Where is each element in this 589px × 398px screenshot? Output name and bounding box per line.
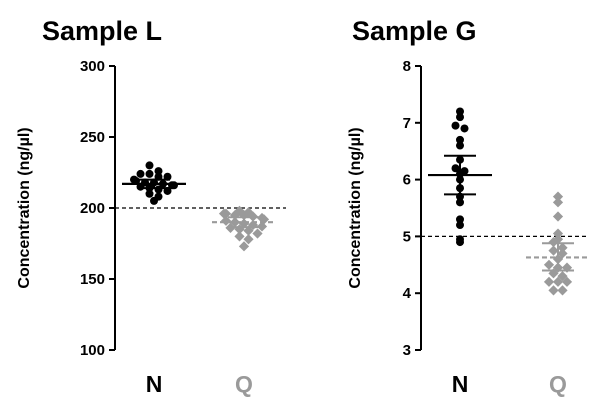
data-point <box>456 113 464 122</box>
series-n-sample-g <box>428 107 492 247</box>
data-point <box>451 164 460 173</box>
data-point <box>557 285 568 296</box>
data-point <box>552 197 564 208</box>
y-axis-ticks-sample-g: 3 4 5 6 7 8 <box>403 58 421 359</box>
y-tick-label-300: 300 <box>80 58 105 75</box>
category-label-n-sample-l: N <box>146 371 163 397</box>
data-point <box>252 228 263 239</box>
y-tick-label-8: 8 <box>403 58 411 75</box>
y-axis-label-sample-l: Concentration (ng/µl) <box>16 127 33 288</box>
y-tick-label-6: 6 <box>403 172 411 189</box>
data-point <box>150 196 158 205</box>
category-label-n-sample-g: N <box>452 371 469 397</box>
data-point <box>451 121 460 130</box>
data-point <box>548 285 559 296</box>
data-point <box>234 231 245 242</box>
y-tick-label-5: 5 <box>403 228 411 245</box>
data-point <box>543 259 555 270</box>
data-point <box>552 276 564 287</box>
data-point <box>220 215 232 226</box>
data-point <box>170 181 178 190</box>
plot-area-sample-l <box>115 161 286 252</box>
category-label-q-sample-g: Q <box>549 371 567 397</box>
data-point <box>456 198 464 207</box>
data-point <box>136 169 145 178</box>
data-point <box>456 238 464 247</box>
plot-area-sample-g <box>421 107 589 296</box>
data-point <box>243 225 254 236</box>
data-point <box>154 167 163 176</box>
data-point <box>145 169 154 178</box>
data-point <box>552 211 564 222</box>
data-point <box>456 215 464 224</box>
data-point <box>543 276 555 287</box>
series-n-sample-l <box>122 161 186 205</box>
data-point <box>456 107 464 116</box>
y-axis-label-sample-g: Concentration (ng/µl) <box>347 127 364 288</box>
data-point <box>154 185 163 194</box>
y-tick-label-100: 100 <box>80 342 105 359</box>
data-point <box>456 221 464 230</box>
y-tick-label-7: 7 <box>403 115 411 132</box>
category-label-q-sample-l: Q <box>235 371 253 397</box>
y-tick-label-250: 250 <box>80 129 105 146</box>
series-q-sample-l <box>212 205 276 252</box>
data-point <box>145 189 154 198</box>
data-point <box>243 234 254 245</box>
panel-title-sample-l: Sample L <box>42 16 162 46</box>
data-point <box>456 141 464 150</box>
data-point <box>145 161 154 170</box>
panel-title-sample-g: Sample G <box>352 16 477 46</box>
data-point <box>456 135 464 144</box>
data-point <box>561 276 573 287</box>
y-tick-label-150: 150 <box>80 271 105 288</box>
y-tick-label-3: 3 <box>403 342 411 359</box>
y-tick-label-200: 200 <box>80 200 105 217</box>
panel-sample-l: Sample L Concentration (ng/µl) 100 150 200… <box>16 16 286 397</box>
series-q-sample-g <box>526 191 589 296</box>
y-tick-label-4: 4 <box>403 285 412 302</box>
data-point <box>460 124 469 133</box>
y-axis-ticks-sample-l: 100 150 200 250 300 <box>80 58 115 359</box>
